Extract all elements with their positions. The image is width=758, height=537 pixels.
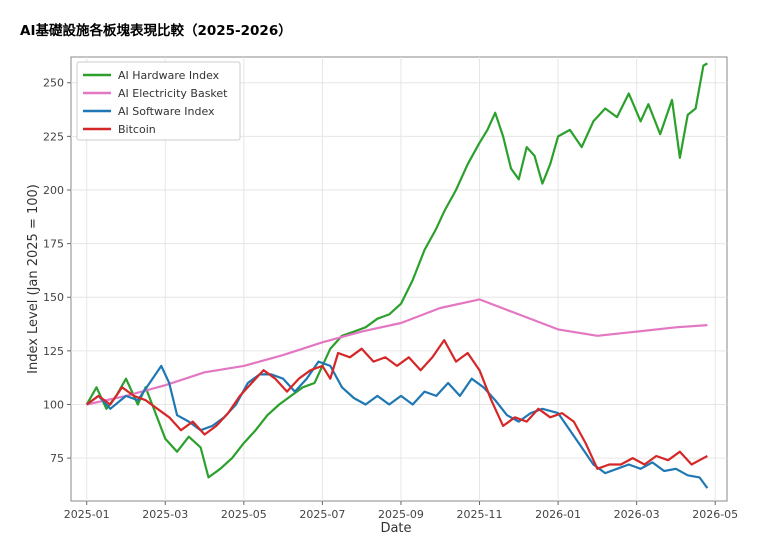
- y-tick-label: 75: [50, 452, 64, 465]
- y-tick-label: 225: [43, 130, 64, 143]
- y-axis-label: Index Level (Jan 2025 = 100): [26, 184, 41, 374]
- legend-box: [76, 61, 241, 141]
- x-tick-label: 2025-03: [142, 508, 188, 521]
- y-tick-label: 125: [43, 345, 64, 358]
- grid: [71, 57, 727, 501]
- series-line-ai-software-index: [86, 360, 709, 489]
- y-tick-label: 175: [43, 238, 64, 251]
- legend-entry: AI Software Index: [118, 105, 215, 118]
- y-tick-label: 150: [43, 291, 64, 304]
- chart-title: AI基礎設施各板塊表現比較（2025-2026）: [20, 23, 292, 39]
- x-tick-label: 2025-05: [221, 508, 267, 521]
- series-lines: [85, 62, 709, 489]
- x-tick-label: 2025-01: [64, 508, 110, 521]
- series-line-ai-electricity-basket: [86, 298, 708, 406]
- y-axis-ticks: 75 100 125 150 175 200 225 250: [43, 77, 71, 465]
- x-tick-label: 2026-05: [692, 508, 738, 521]
- y-tick-label: 100: [43, 398, 64, 411]
- y-tick-label: 200: [43, 184, 64, 197]
- series-line-ai-hardware-index: [85, 62, 708, 479]
- y-tick-label: 250: [43, 77, 64, 90]
- legend-entry: Bitcoin: [118, 123, 156, 136]
- legend-entry: AI Electricity Basket: [118, 87, 228, 100]
- x-axis-ticks: 2025-01 2025-03 2025-05 2025-07 2025-09 2025-…: [64, 501, 738, 521]
- series-line-bitcoin: [86, 339, 708, 470]
- x-tick-label: 2025-11: [457, 508, 503, 521]
- x-tick-label: 2026-03: [614, 508, 660, 521]
- legend: AI Hardware Index AI Electricity Basket AI…: [76, 61, 241, 141]
- x-tick-label: 2025-09: [378, 508, 424, 521]
- x-tick-label: 2025-07: [299, 508, 345, 521]
- x-axis-label: Date: [380, 521, 411, 536]
- legend-entry: AI Hardware Index: [118, 69, 220, 82]
- x-tick-label: 2026-01: [535, 508, 581, 521]
